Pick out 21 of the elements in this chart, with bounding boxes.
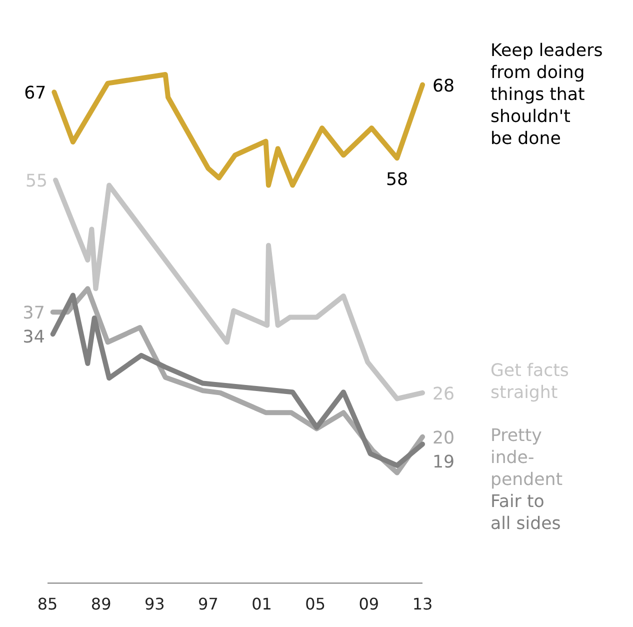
data-label: 19 — [432, 452, 455, 472]
x-tick-label: 97 — [198, 594, 218, 614]
x-tick-label: 01 — [252, 594, 272, 614]
x-tick-label: 85 — [37, 594, 58, 614]
data-label: 67 — [24, 84, 46, 104]
data-label: 55 — [25, 172, 48, 192]
x-tick-label: 89 — [90, 594, 112, 614]
data-label: 26 — [432, 384, 455, 404]
data-label: 58 — [386, 170, 408, 190]
text: Fair to all sides — [490, 492, 561, 534]
text: Get facts straight — [490, 360, 569, 403]
x-tick-label: 09 — [358, 594, 380, 614]
text: Pretty inde- pendent — [490, 426, 563, 490]
data-label: 68 — [432, 76, 455, 96]
data-label: 34 — [22, 328, 45, 348]
data-label: 37 — [22, 304, 45, 324]
text: Keep leaders from doing things that shouldn't be done — [490, 40, 603, 149]
data-label: 20 — [432, 428, 455, 448]
x-tick-label: 93 — [144, 594, 165, 614]
x-tick-label: 13 — [412, 594, 433, 614]
x-tick-label: 05 — [305, 594, 326, 614]
